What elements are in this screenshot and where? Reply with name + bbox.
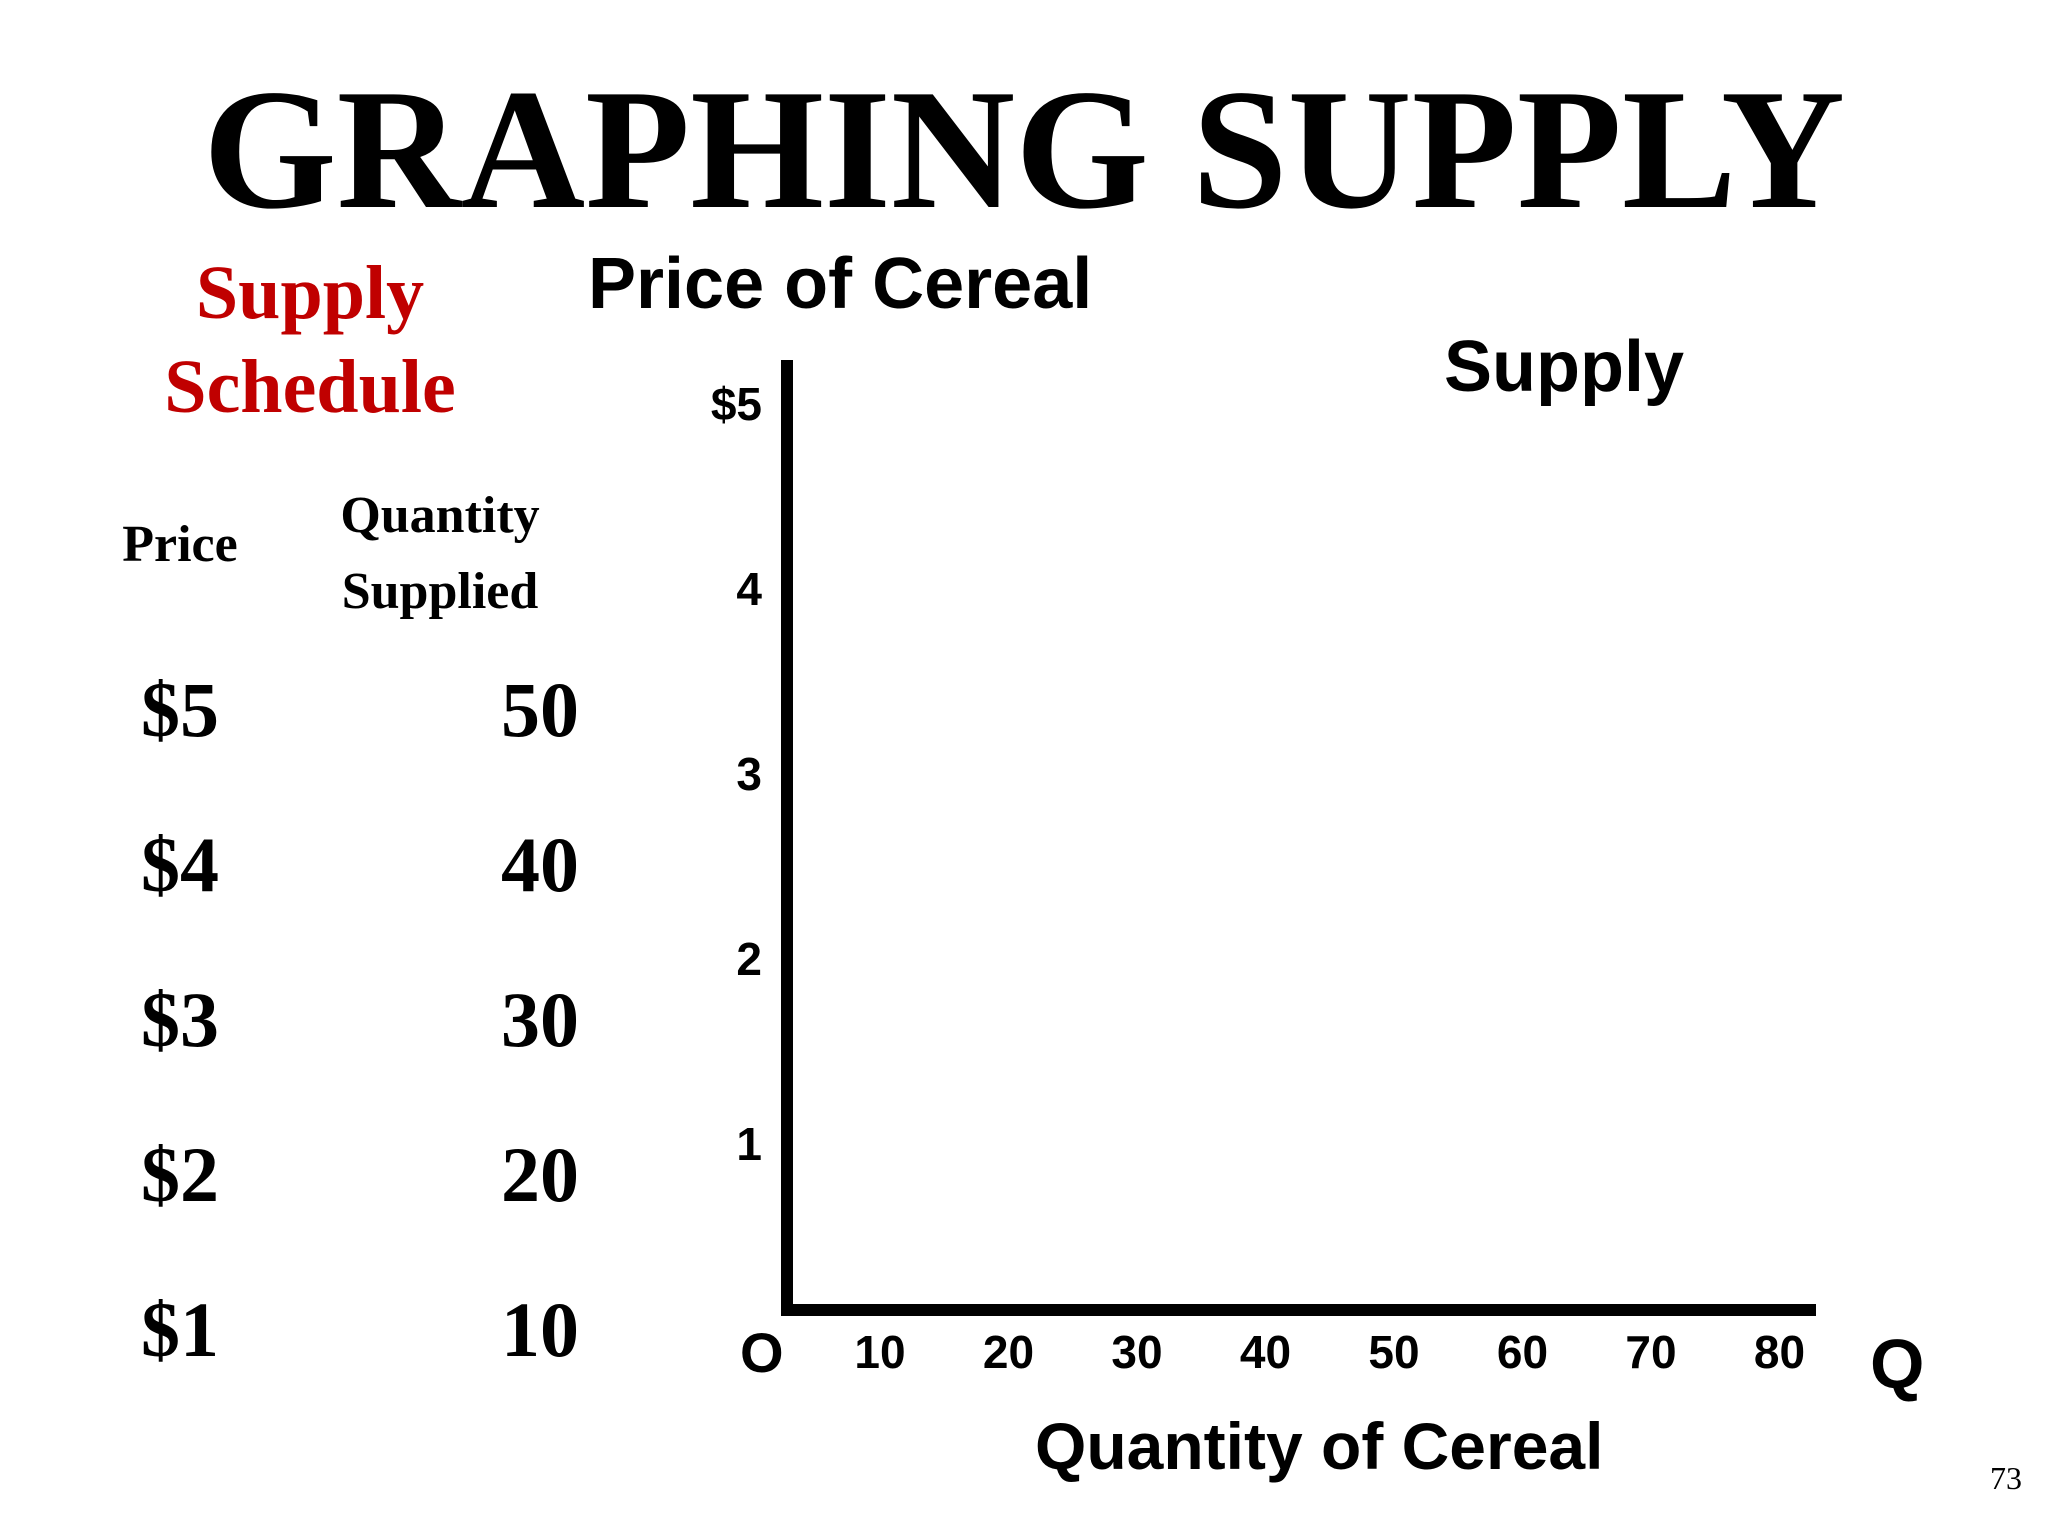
schedule-price: $3 [141, 976, 219, 1063]
quantity-axis-symbol: Q [1870, 1325, 1925, 1403]
x-tick-label: 40 [1240, 1326, 1291, 1378]
x-tick-label: 70 [1625, 1326, 1676, 1378]
schedule-quantity: 40 [501, 821, 579, 908]
quantity-column-header: Quantity Supplied [340, 487, 540, 620]
x-tick-label: 30 [1111, 1326, 1162, 1378]
schedule-price: $1 [141, 1286, 219, 1373]
x-tick-label: 10 [854, 1326, 905, 1378]
schedule-row: $5 50 [100, 655, 580, 765]
y-tick-label: 4 [736, 563, 762, 615]
x-tick-label: 20 [983, 1326, 1034, 1378]
y-tick-label: 3 [736, 748, 762, 800]
schedule-row: $2 20 [100, 1120, 580, 1230]
slide-title: GRAPHING SUPPLY [202, 55, 1846, 245]
y-axis-title: Price of Cereal [588, 244, 1093, 324]
y-tick-label: 2 [736, 933, 762, 985]
schedule-row: $4 40 [100, 810, 580, 920]
x-tick-label: 60 [1497, 1326, 1548, 1378]
supply-schedule-title: Supply Schedule [164, 251, 456, 429]
y-tick-label: $5 [711, 378, 762, 430]
price-column-header: Price [122, 516, 238, 573]
origin-label: O [740, 1321, 784, 1384]
schedule-row: $1 10 [100, 1275, 580, 1385]
schedule-quantity: 30 [501, 976, 579, 1063]
schedule-price: $4 [141, 821, 219, 908]
schedule-price: $2 [141, 1131, 219, 1218]
schedule-quantity: 10 [501, 1286, 579, 1373]
schedule-price: $5 [141, 666, 219, 753]
slide-number: 73 [1990, 1460, 2022, 1496]
x-tick-label: 50 [1368, 1326, 1419, 1378]
supply-curve-label: Supply [1444, 327, 1685, 407]
schedule-quantity: 50 [501, 666, 579, 753]
y-tick-label: 1 [736, 1118, 762, 1170]
x-tick-label: 80 [1754, 1326, 1805, 1378]
x-axis-title: Quantity of Cereal [1035, 1409, 1604, 1483]
schedule-quantity: 20 [501, 1131, 579, 1218]
schedule-row: $3 30 [100, 965, 580, 1075]
